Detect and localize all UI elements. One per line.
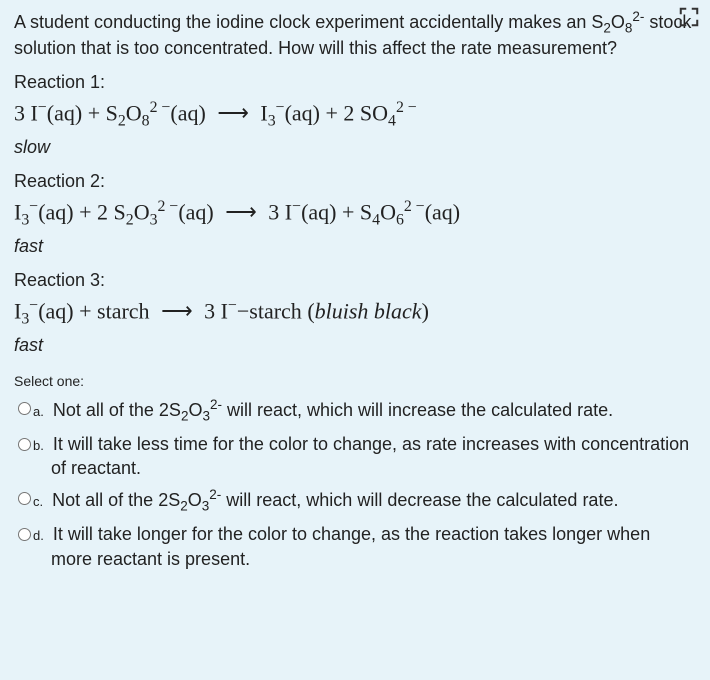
eq-sup: − bbox=[228, 297, 237, 314]
arrow-icon: ⟶ bbox=[211, 100, 255, 125]
eq-sub: 6 bbox=[396, 212, 404, 229]
option-a[interactable]: a. Not all of the 2S2O32- will react, wh… bbox=[14, 396, 696, 426]
eq-phase: (aq) bbox=[170, 100, 205, 125]
eq-term: 3 I bbox=[14, 100, 38, 125]
eq-term: O bbox=[380, 199, 396, 224]
reaction-3-equation: I3−(aq) + starch ⟶ 3 I−−starch (bluish b… bbox=[14, 296, 696, 330]
reaction-2-label: Reaction 2: bbox=[14, 170, 696, 193]
eq-sup: 2 − bbox=[396, 99, 417, 116]
eq-paren: ( bbox=[307, 298, 314, 323]
eq-sup: − bbox=[29, 297, 38, 314]
arrow-icon: ⟶ bbox=[155, 298, 199, 323]
eq-plus: + bbox=[325, 100, 343, 125]
eq-sub: 3 bbox=[268, 113, 276, 130]
eq-plus: + bbox=[342, 199, 360, 224]
eq-sup: − bbox=[276, 99, 285, 116]
option-letter: d. bbox=[33, 528, 48, 543]
eq-sup: 2 − bbox=[404, 198, 425, 215]
eq-phase: (aq) bbox=[301, 199, 336, 224]
option-d-text: d. It will take longer for the color to … bbox=[41, 522, 696, 571]
option-c-text: c. Not all of the 2S2O32- will react, wh… bbox=[41, 486, 696, 516]
option-a-radio[interactable] bbox=[18, 402, 31, 415]
arrow-icon: ⟶ bbox=[219, 199, 263, 224]
opt-part: will react, which will decrease the calc… bbox=[221, 490, 618, 510]
expand-icon[interactable] bbox=[678, 6, 700, 28]
option-d-radio[interactable] bbox=[18, 528, 31, 541]
eq-phase: (aq) bbox=[38, 199, 73, 224]
eq-bluish: bluish black bbox=[315, 298, 422, 323]
eq-term: 3 I bbox=[204, 298, 228, 323]
opt-part: will react, which will increase the calc… bbox=[222, 400, 613, 420]
eq-sub: 4 bbox=[372, 212, 380, 229]
eq-term: I bbox=[260, 100, 267, 125]
option-letter: c. bbox=[33, 494, 47, 509]
opt-sub: 2 bbox=[180, 499, 188, 514]
reaction-3-label: Reaction 3: bbox=[14, 269, 696, 292]
opt-part: Not all of the 2S bbox=[52, 490, 180, 510]
eq-term: O bbox=[126, 100, 142, 125]
eq-term: 3 I bbox=[268, 199, 292, 224]
opt-part: It will take longer for the color to cha… bbox=[51, 524, 650, 568]
eq-term: S bbox=[360, 199, 372, 224]
option-c-radio[interactable] bbox=[18, 492, 31, 505]
eq-term: O bbox=[134, 199, 150, 224]
q-part: O bbox=[611, 12, 625, 32]
eq-sub: 3 bbox=[150, 212, 158, 229]
question-block: A student conducting the iodine clock ex… bbox=[14, 8, 696, 61]
option-a-text: a. Not all of the 2S2O32- will react, wh… bbox=[41, 396, 696, 426]
eq-sup: − bbox=[38, 99, 47, 116]
q-sup: 2- bbox=[632, 9, 644, 24]
reaction-1-rate: slow bbox=[14, 136, 696, 159]
opt-part: O bbox=[188, 490, 202, 510]
question-text: A student conducting the iodine clock ex… bbox=[14, 8, 696, 61]
eq-term: S bbox=[106, 100, 118, 125]
eq-plus: + bbox=[79, 199, 97, 224]
eq-phase: (aq) bbox=[47, 100, 82, 125]
option-letter: a. bbox=[33, 404, 48, 419]
option-b-radio[interactable] bbox=[18, 438, 31, 451]
reaction-1-equation: 3 I−(aq) + S2O82 −(aq) ⟶ I3−(aq) + 2 SO4… bbox=[14, 98, 696, 132]
option-b[interactable]: b. It will take less time for the color … bbox=[14, 432, 696, 481]
eq-phase: (aq) bbox=[425, 199, 460, 224]
reaction-2-rate: fast bbox=[14, 235, 696, 258]
eq-plus: + bbox=[88, 100, 106, 125]
option-c[interactable]: c. Not all of the 2S2O32- will react, wh… bbox=[14, 486, 696, 516]
eq-term: −starch bbox=[237, 298, 307, 323]
reaction-1-label: Reaction 1: bbox=[14, 71, 696, 94]
opt-sub: 3 bbox=[202, 409, 210, 424]
eq-phase: (aq) bbox=[285, 100, 320, 125]
eq-sub: 2 bbox=[126, 212, 134, 229]
eq-sup: − bbox=[29, 198, 38, 215]
option-b-text: b. It will take less time for the color … bbox=[41, 432, 696, 481]
eq-sup: 2 − bbox=[158, 198, 179, 215]
opt-sup: 2- bbox=[209, 487, 221, 502]
eq-sup: − bbox=[292, 198, 301, 215]
opt-sup: 2- bbox=[210, 397, 222, 412]
eq-paren: ) bbox=[422, 298, 429, 323]
opt-part: Not all of the 2S bbox=[53, 400, 181, 420]
option-letter: b. bbox=[33, 438, 48, 453]
eq-phase: (aq) bbox=[38, 298, 73, 323]
reaction-3-rate: fast bbox=[14, 334, 696, 357]
select-one-label: Select one: bbox=[14, 372, 696, 390]
eq-term: 2 S bbox=[97, 199, 126, 224]
q-part: A student conducting the iodine clock ex… bbox=[14, 12, 603, 32]
options-list: a. Not all of the 2S2O32- will react, wh… bbox=[14, 396, 696, 571]
eq-sup: 2 − bbox=[150, 99, 171, 116]
opt-part: It will take less time for the color to … bbox=[51, 434, 689, 478]
opt-part: O bbox=[188, 400, 202, 420]
eq-term: starch bbox=[97, 298, 150, 323]
eq-sub: 4 bbox=[388, 113, 396, 130]
eq-sub: 8 bbox=[142, 113, 150, 130]
option-d[interactable]: d. It will take longer for the color to … bbox=[14, 522, 696, 571]
eq-sub: 2 bbox=[118, 113, 126, 130]
q-sub: 2 bbox=[603, 21, 611, 36]
reaction-2-equation: I3−(aq) + 2 S2O32 −(aq) ⟶ 3 I−(aq) + S4O… bbox=[14, 197, 696, 231]
eq-term: 2 SO bbox=[343, 100, 388, 125]
eq-plus: + bbox=[79, 298, 97, 323]
eq-phase: (aq) bbox=[178, 199, 213, 224]
